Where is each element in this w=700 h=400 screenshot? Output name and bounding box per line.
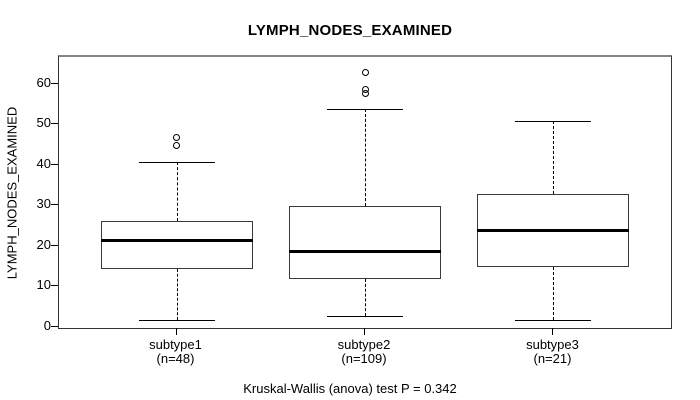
iqr-box [289, 206, 441, 280]
group-count: (n=48) [156, 351, 195, 366]
y-tick-mark [51, 82, 58, 84]
upper-whisker-cap [138, 161, 215, 163]
upper-whisker-cap [515, 121, 592, 123]
upper-whisker-line [553, 121, 555, 195]
y-tick-label: 60 [36, 74, 51, 90]
upper-whisker-line [176, 161, 178, 221]
lower-whisker-line [365, 279, 366, 316]
stat-test-annotation: Kruskal-Wallis (anova) test P = 0.342 [243, 381, 457, 396]
y-tick-mark [51, 163, 58, 165]
x-tick-mark [175, 328, 177, 335]
x-tick-mark [364, 328, 365, 335]
y-tick-label: 10 [36, 277, 51, 293]
y-tick-mark [51, 204, 58, 206]
group-name: subtype1 [149, 337, 202, 352]
x-tick-mark [552, 328, 554, 335]
x-group-label: subtype2 (n=109) [289, 338, 439, 366]
lower-whisker-cap [138, 319, 215, 321]
lower-whisker-cap [327, 315, 403, 317]
lower-whisker-line [553, 267, 555, 320]
y-tick-label: 0 [43, 318, 51, 333]
group-name: subtype3 [526, 337, 579, 352]
median-line [100, 239, 253, 243]
y-tick-mark [51, 123, 58, 125]
group-name: subtype2 [337, 337, 391, 352]
y-tick-mark [51, 244, 58, 246]
group-count: (n=21) [533, 351, 572, 366]
plot-area [58, 55, 672, 329]
lower-whisker-line [176, 269, 178, 320]
y-tick-label: 30 [36, 196, 51, 212]
y-tick-label: 40 [36, 155, 51, 171]
upper-whisker-line [365, 109, 366, 207]
upper-whisker-cap [327, 109, 403, 111]
outlier-point [361, 69, 369, 77]
lower-whisker-cap [515, 319, 592, 321]
iqr-box [100, 220, 253, 270]
outlier-point [173, 142, 180, 150]
x-group-label: subtype1 (n=48) [101, 338, 251, 366]
outlier-point [361, 85, 369, 93]
y-axis-label-text: LYMPH_NODES_EXAMINED [4, 106, 20, 280]
outlier-point [173, 134, 180, 142]
y-tick-label: 50 [36, 115, 51, 131]
x-group-label: subtype3 (n=21) [477, 338, 627, 366]
chart-title: LYMPH_NODES_EXAMINED [247, 22, 453, 39]
median-line [477, 229, 630, 233]
median-line [289, 249, 441, 253]
y-tick-mark [51, 326, 58, 327]
y-tick-mark [51, 285, 58, 287]
y-tick-label: 20 [36, 236, 51, 252]
group-count: (n=109) [341, 351, 387, 366]
